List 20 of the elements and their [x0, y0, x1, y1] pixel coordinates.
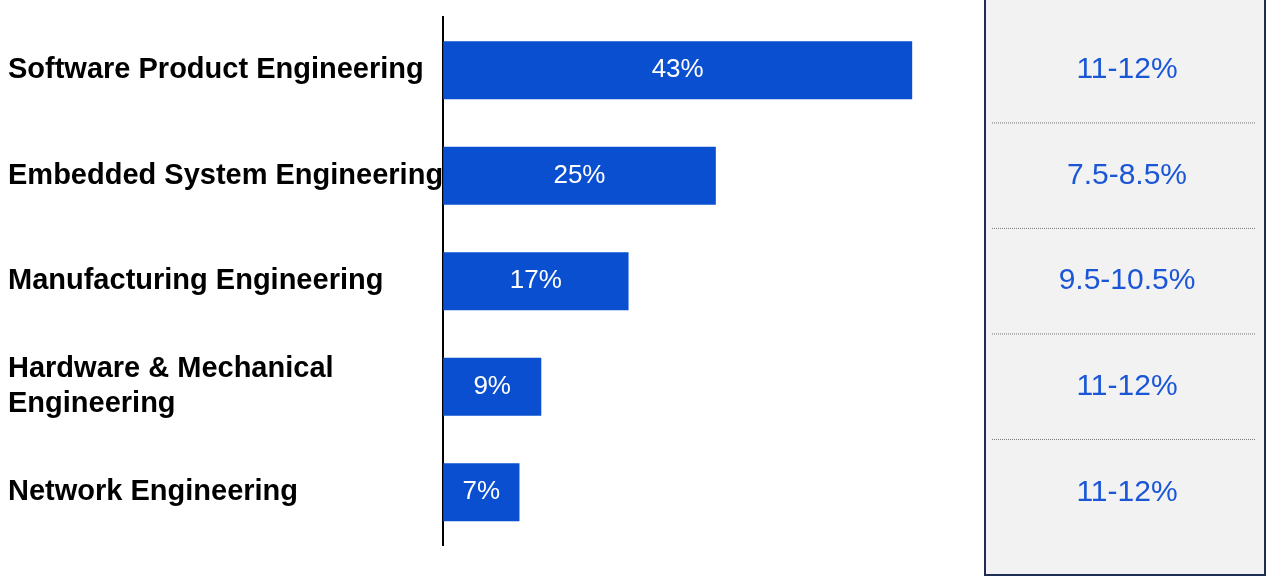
data-label: 17% — [509, 264, 562, 295]
bar — [443, 146, 716, 205]
text: 7.5-8.5% — [1066, 156, 1188, 190]
y-tick-label: Manufacturing Engineering — [8, 263, 384, 296]
y-tick-label: Software Product Engineering — [8, 52, 424, 85]
y-tick-label: Hardware & Mechanical Engineering — [8, 351, 334, 419]
data-label: 25% — [553, 158, 606, 189]
text: 9.5-10.5% — [1058, 262, 1196, 296]
text: 11-12% — [1076, 51, 1178, 85]
text: 11-12% — [1076, 473, 1178, 507]
y-tick-label: Network Engineering — [8, 474, 299, 507]
data-label: 9% — [473, 369, 511, 400]
bar — [443, 463, 520, 522]
bar — [443, 252, 629, 311]
bar — [443, 357, 542, 416]
y-tick-label: Embedded System Engineering — [8, 157, 444, 190]
data-label: 43% — [651, 53, 704, 84]
data-label: 7% — [462, 475, 501, 506]
bar — [443, 41, 913, 100]
text: 11-12% — [1076, 367, 1178, 401]
